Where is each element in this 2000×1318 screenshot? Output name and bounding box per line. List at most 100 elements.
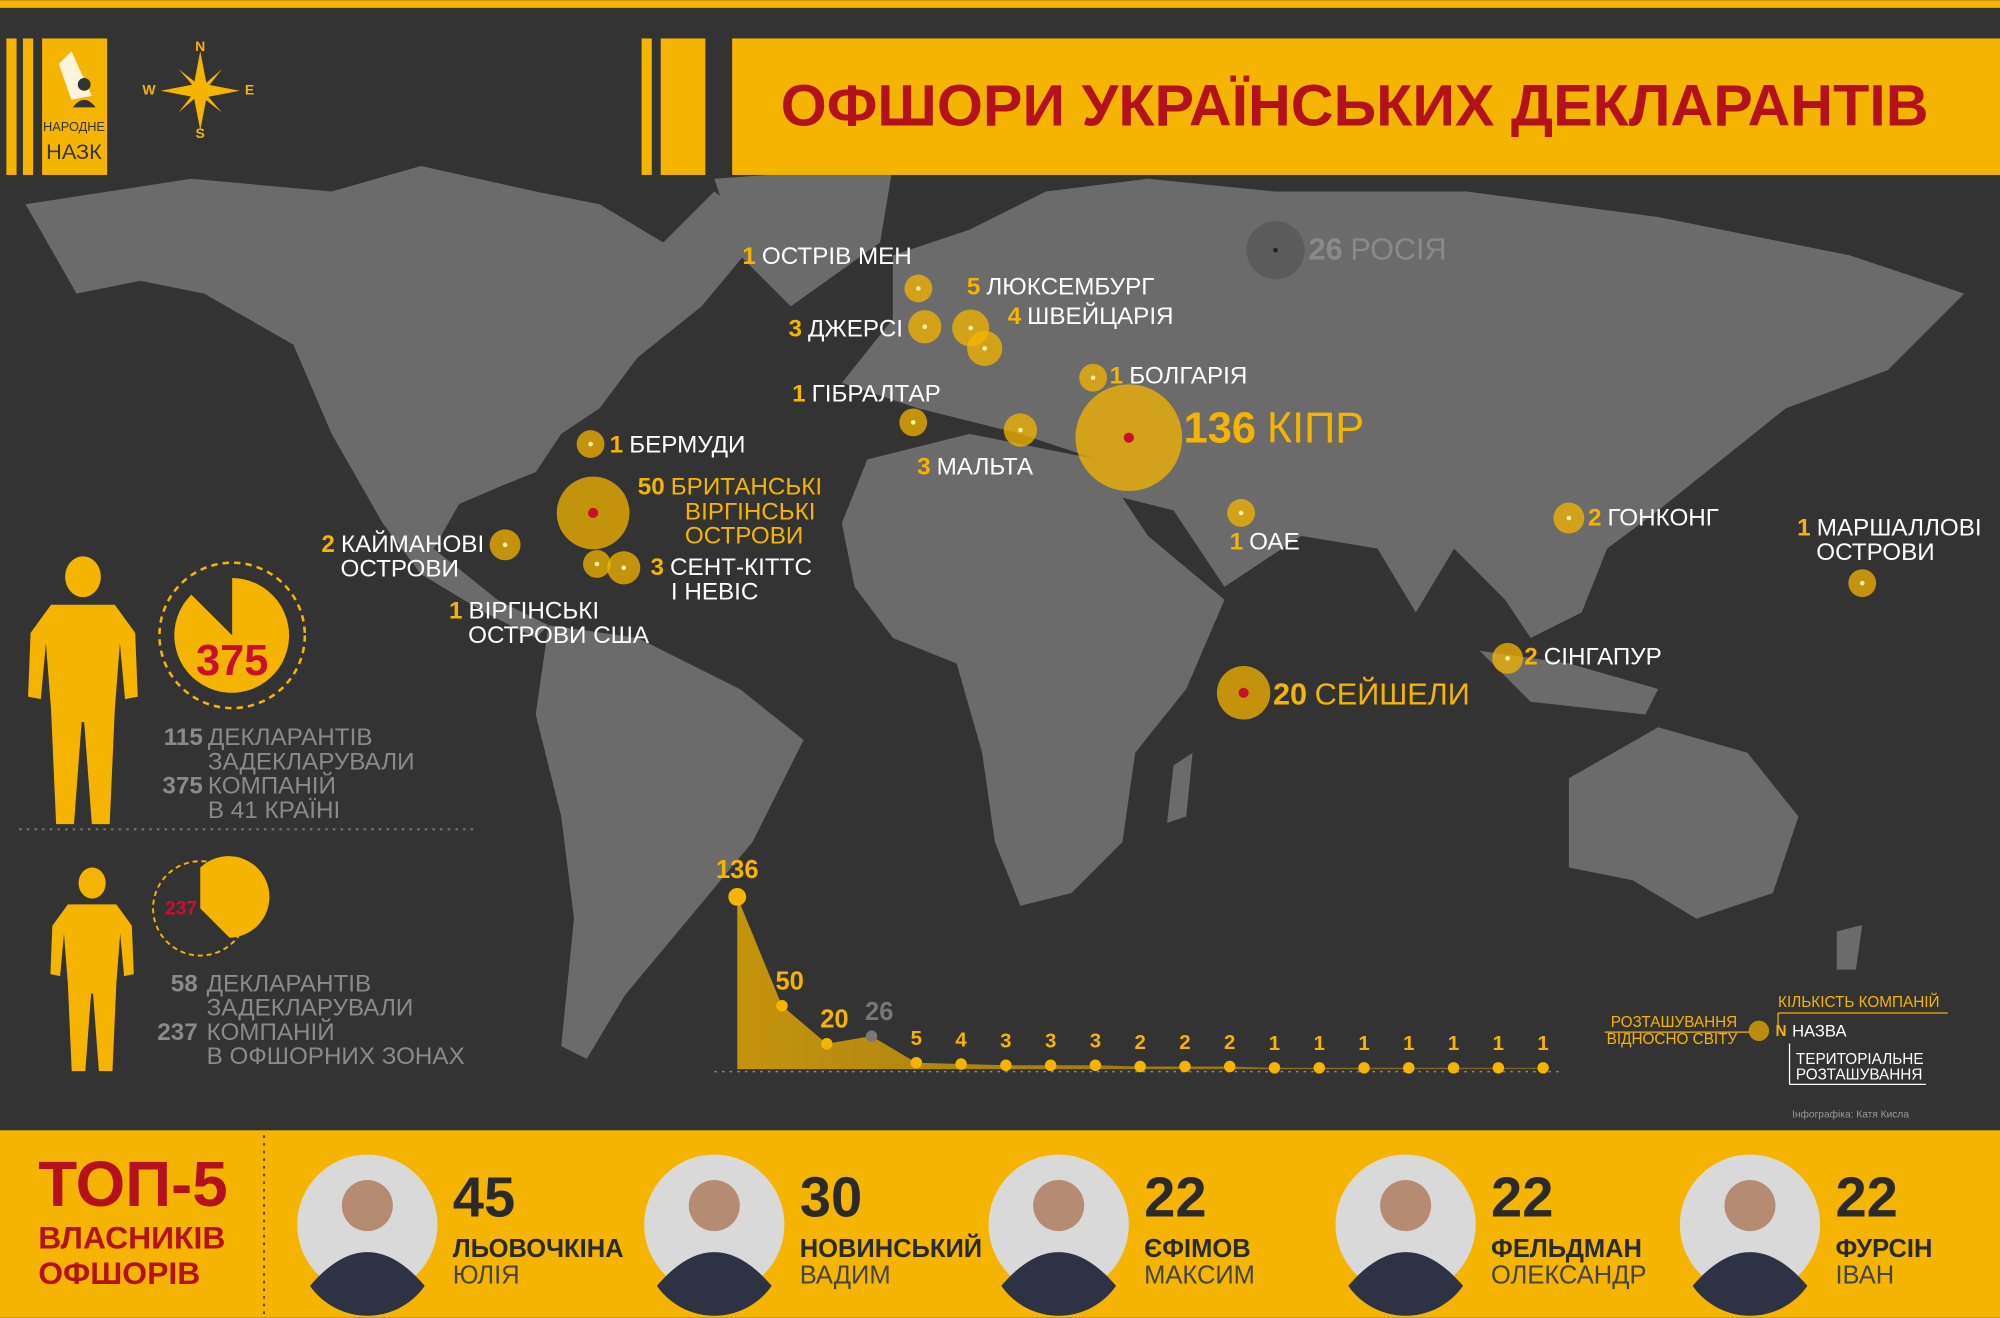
location-name: СЕНТ-КІТТС [670, 554, 812, 581]
location-name: ЛЮКСЕМБУРГ [986, 274, 1154, 301]
photo-body [1001, 1252, 1117, 1316]
point-label: 3 [1000, 1031, 1011, 1053]
location-label: 50 БРИТАНСЬКІ [638, 474, 822, 501]
location-label: 1 БОЛГАРІЯ [1110, 363, 1248, 390]
point [728, 887, 747, 906]
top-surname: ЄФІМОВ [1144, 1235, 1250, 1263]
location-name: ОСТРОВИ США [468, 622, 650, 649]
point-label: 2 [1224, 1032, 1235, 1054]
top-title: ВЛАСНИКІВ [38, 1219, 225, 1255]
area-chart: 136 50 20 26 5 4 3 3 3 2 2 2 1 1 1 1 1 1 1 [714, 856, 1563, 1074]
legend-symbol: N [1776, 1023, 1787, 1040]
location-count: 1 [1230, 529, 1243, 556]
top-name: ЮЛІЯ [453, 1262, 520, 1290]
legend-bubble [1748, 1020, 1770, 1042]
location-dot [621, 565, 627, 571]
point-label: 1 [1403, 1033, 1414, 1055]
location-dot [502, 542, 508, 548]
location-name: МАЛЬТА [937, 454, 1034, 481]
top-stripe [0, 0, 2000, 8]
compass-letter: S [196, 125, 205, 141]
location-count: 26 [1309, 233, 1343, 267]
location-dot [910, 420, 916, 425]
top-name: МАКСИМ [1144, 1262, 1255, 1290]
top-surname: ЛЬОВОЧКІНА [453, 1235, 624, 1263]
stat-number: 375 [162, 773, 202, 800]
gauge-ring [152, 860, 249, 957]
location-name: СЕЙШЕЛИ [1315, 676, 1470, 712]
stat-text: КОМПАНІЙ [207, 1018, 335, 1046]
location-label: 1 БЕРМУДИ [610, 432, 746, 459]
point [1089, 1059, 1102, 1072]
point [1403, 1062, 1415, 1074]
location-dot [1090, 375, 1096, 381]
legend-name: НАЗВА [1792, 1021, 1847, 1040]
point-label: 1 [1269, 1033, 1280, 1055]
point [1179, 1060, 1191, 1073]
location-name: ОСТРІВ МЕН [762, 243, 912, 270]
compass-letter: E [245, 81, 254, 97]
location-label: 3 МАЛЬТА [917, 454, 1034, 481]
logo-figure [77, 78, 91, 91]
point-label: 3 [1090, 1031, 1101, 1053]
stat-number: 58 [171, 970, 198, 997]
location-dot [1566, 515, 1572, 521]
top-surname: ФУРСІН [1835, 1235, 1932, 1263]
stat-text: В 41 КРАЇНІ [208, 797, 340, 824]
location-count: 50 [638, 474, 665, 501]
point-label: 1 [1358, 1033, 1369, 1055]
location-dot [1018, 427, 1023, 433]
legend-position: ВІДНОСНО СВІТУ [1607, 1031, 1738, 1048]
logo-figure [72, 99, 96, 108]
location-name: ОСТРОВИ [685, 523, 803, 550]
location-label: 3 СЕНТ-КІТТС [651, 554, 812, 581]
location-name: ДЖЕРСІ [808, 316, 903, 343]
top-count: 22 [1491, 1166, 1553, 1229]
location-label: 2 ГОНКОНГ [1588, 505, 1719, 532]
location-count: 3 [788, 316, 801, 343]
location-name: СІНГАПУР [1544, 644, 1662, 671]
gauge-value: 237 [165, 899, 197, 920]
location-name: ОАЕ [1249, 529, 1300, 556]
point [1223, 1060, 1236, 1073]
location-count: 2 [1588, 505, 1601, 532]
point-label: 5 [911, 1028, 922, 1050]
location-name: ГОНКОНГ [1608, 505, 1719, 532]
world-map [25, 166, 1965, 1059]
credit: Інфографіка: Катя Кисла [1792, 1109, 1909, 1121]
location-label: 4 ШВЕЙЦАРІЯ [1008, 302, 1174, 330]
point [1313, 1062, 1326, 1074]
location-dot [1123, 432, 1134, 443]
location-name: ОСТРОВИ [341, 556, 459, 583]
point-label: 20 [820, 1006, 848, 1034]
legend-count: КІЛЬКІСТЬ КОМПАНІЙ [1778, 993, 1939, 1011]
area [737, 896, 1544, 1070]
location-label: 26 РОСІЯ [1309, 233, 1447, 267]
location-label: 1 ВІРГІНСЬКІ [449, 598, 599, 625]
location-count: 3 [651, 554, 664, 581]
stat-text: ДЕКЛАРАНТІВ [208, 724, 373, 751]
point-label: 1 [1537, 1033, 1548, 1055]
photo-body [1348, 1252, 1464, 1316]
logo-bars [6, 38, 2000, 175]
location-label: 1 ОАЕ [1230, 529, 1300, 556]
location-dot [588, 507, 599, 519]
point-label: 1 [1493, 1033, 1504, 1055]
gauge-ring [158, 561, 307, 710]
point [776, 1000, 788, 1012]
location-count: 20 [1273, 678, 1307, 712]
point [910, 1057, 923, 1069]
logo-text: НАЗК [46, 139, 102, 164]
location-count: 1 [792, 381, 805, 408]
location-label: 20 СЕЙШЕЛИ [1273, 676, 1470, 712]
point-label: 2 [1135, 1032, 1146, 1054]
gauge-value: 375 [196, 637, 268, 685]
location-name: РОСІЯ [1350, 233, 1446, 267]
location-count: 1 [1110, 363, 1123, 390]
location-dot [922, 324, 928, 330]
stat-text: В ОФШОРНИХ ЗОНАХ [207, 1043, 465, 1070]
location-name: ВІРГІНСЬКІ [469, 598, 600, 625]
location-dot [1273, 247, 1278, 253]
point [865, 1030, 878, 1042]
